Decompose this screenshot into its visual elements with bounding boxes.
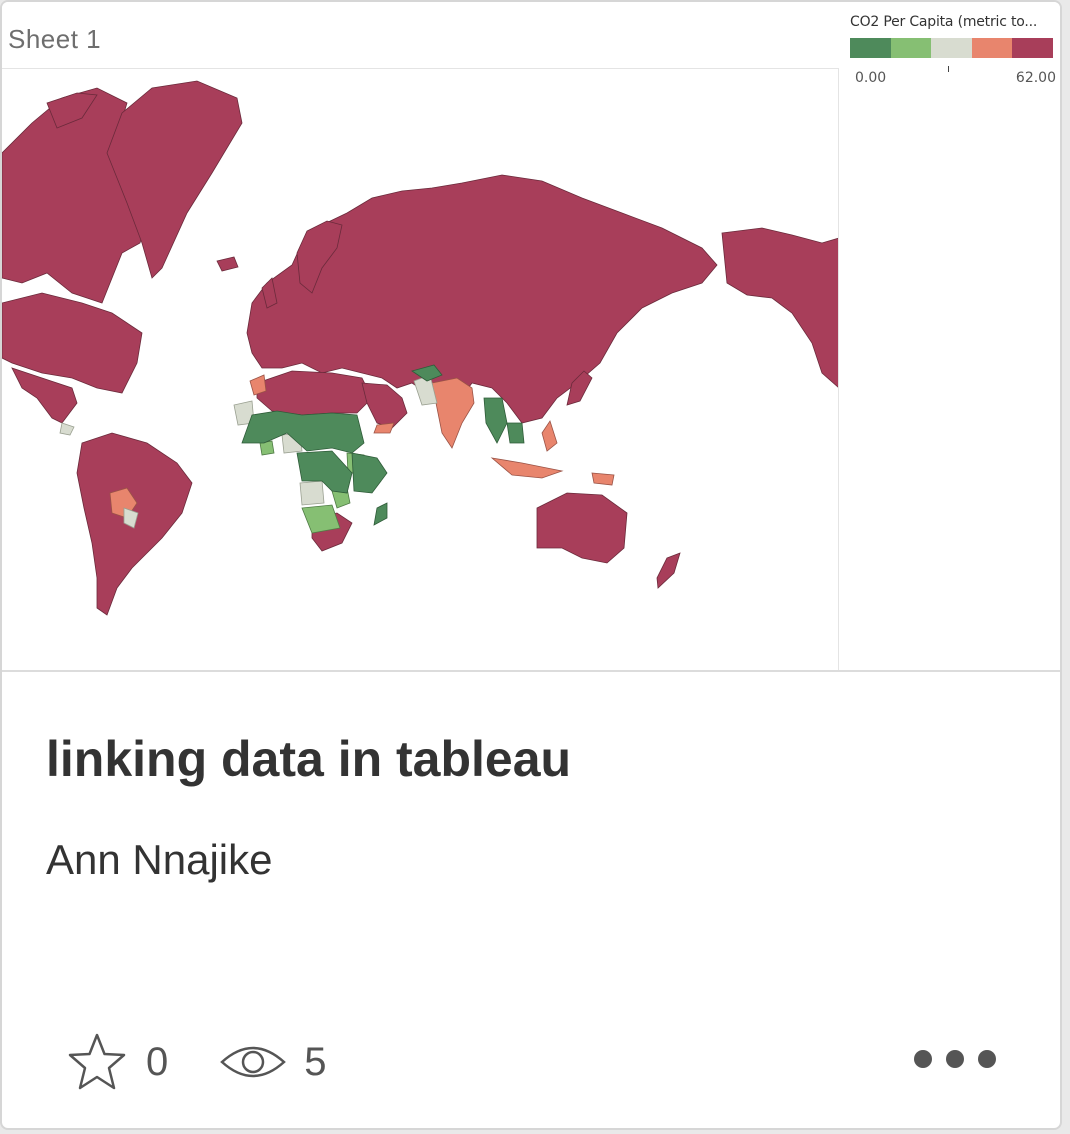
greenland <box>106 80 243 279</box>
legend-midpoint-tick <box>948 66 949 72</box>
legend-min-label: 0.00 <box>855 70 887 86</box>
sheet-title: Sheet 1 <box>8 24 102 54</box>
iceland <box>216 256 239 272</box>
legend-swatch <box>971 38 1013 58</box>
zambia <box>301 504 341 534</box>
new-zealand <box>656 552 681 589</box>
far-east <box>721 227 838 388</box>
views-count: 5 <box>304 1039 327 1084</box>
cambodia <box>506 422 525 444</box>
arabia <box>361 382 408 429</box>
eurasia <box>246 174 718 424</box>
philippines <box>541 420 558 452</box>
legend-swatch <box>890 38 932 58</box>
afghanistan <box>411 364 443 382</box>
central-africa <box>296 450 353 494</box>
legend-swatch <box>850 38 891 58</box>
guatemala <box>59 422 75 436</box>
madagascar <box>373 502 388 526</box>
eye-icon <box>220 1046 287 1078</box>
star-icon[interactable] <box>66 1032 128 1092</box>
more-options-button[interactable] <box>914 1050 996 1068</box>
angola <box>299 480 325 506</box>
scandinavia <box>296 220 343 294</box>
se-asia-islands <box>490 457 564 479</box>
united-kingdom <box>261 277 278 309</box>
views-stat: 5 <box>220 1039 327 1085</box>
legend-swatch <box>1012 38 1053 58</box>
legend-title: CO2 Per Capita (metric to... <box>850 14 1038 30</box>
legend-swatch <box>931 38 972 58</box>
australia <box>536 492 628 564</box>
png <box>591 472 615 486</box>
map-viz <box>2 68 839 670</box>
favorites-stat[interactable]: 0 <box>66 1032 168 1092</box>
yemen <box>373 422 395 434</box>
favorites-count: 0 <box>146 1039 169 1084</box>
workbook-thumbnail[interactable]: Sheet 1 <box>2 2 1060 672</box>
india <box>431 377 475 449</box>
author-name[interactable]: Ann Nnajike <box>46 836 273 883</box>
arctic-islands <box>46 92 98 129</box>
paraguay <box>123 507 139 529</box>
myanmar <box>483 397 508 444</box>
more-options-icon <box>946 1050 964 1068</box>
legend-max-label: 62.00 <box>1015 70 1056 86</box>
color-legend: CO2 Per Capita (metric to... 0.00 62.00 <box>850 14 1058 86</box>
legend-color-ramp <box>850 38 1053 58</box>
more-options-icon <box>978 1050 996 1068</box>
workbook-stats: 0 5 <box>66 1032 327 1092</box>
united-states <box>2 292 143 394</box>
world-map <box>2 80 838 616</box>
workbook-title[interactable]: linking data in tableau <box>46 731 572 787</box>
more-options-icon <box>914 1050 932 1068</box>
countries-lowest <box>241 364 525 526</box>
east-africa <box>351 452 388 494</box>
countries-high <box>2 80 838 616</box>
japan <box>566 370 593 406</box>
north-africa <box>256 370 373 416</box>
morocco <box>249 374 267 396</box>
